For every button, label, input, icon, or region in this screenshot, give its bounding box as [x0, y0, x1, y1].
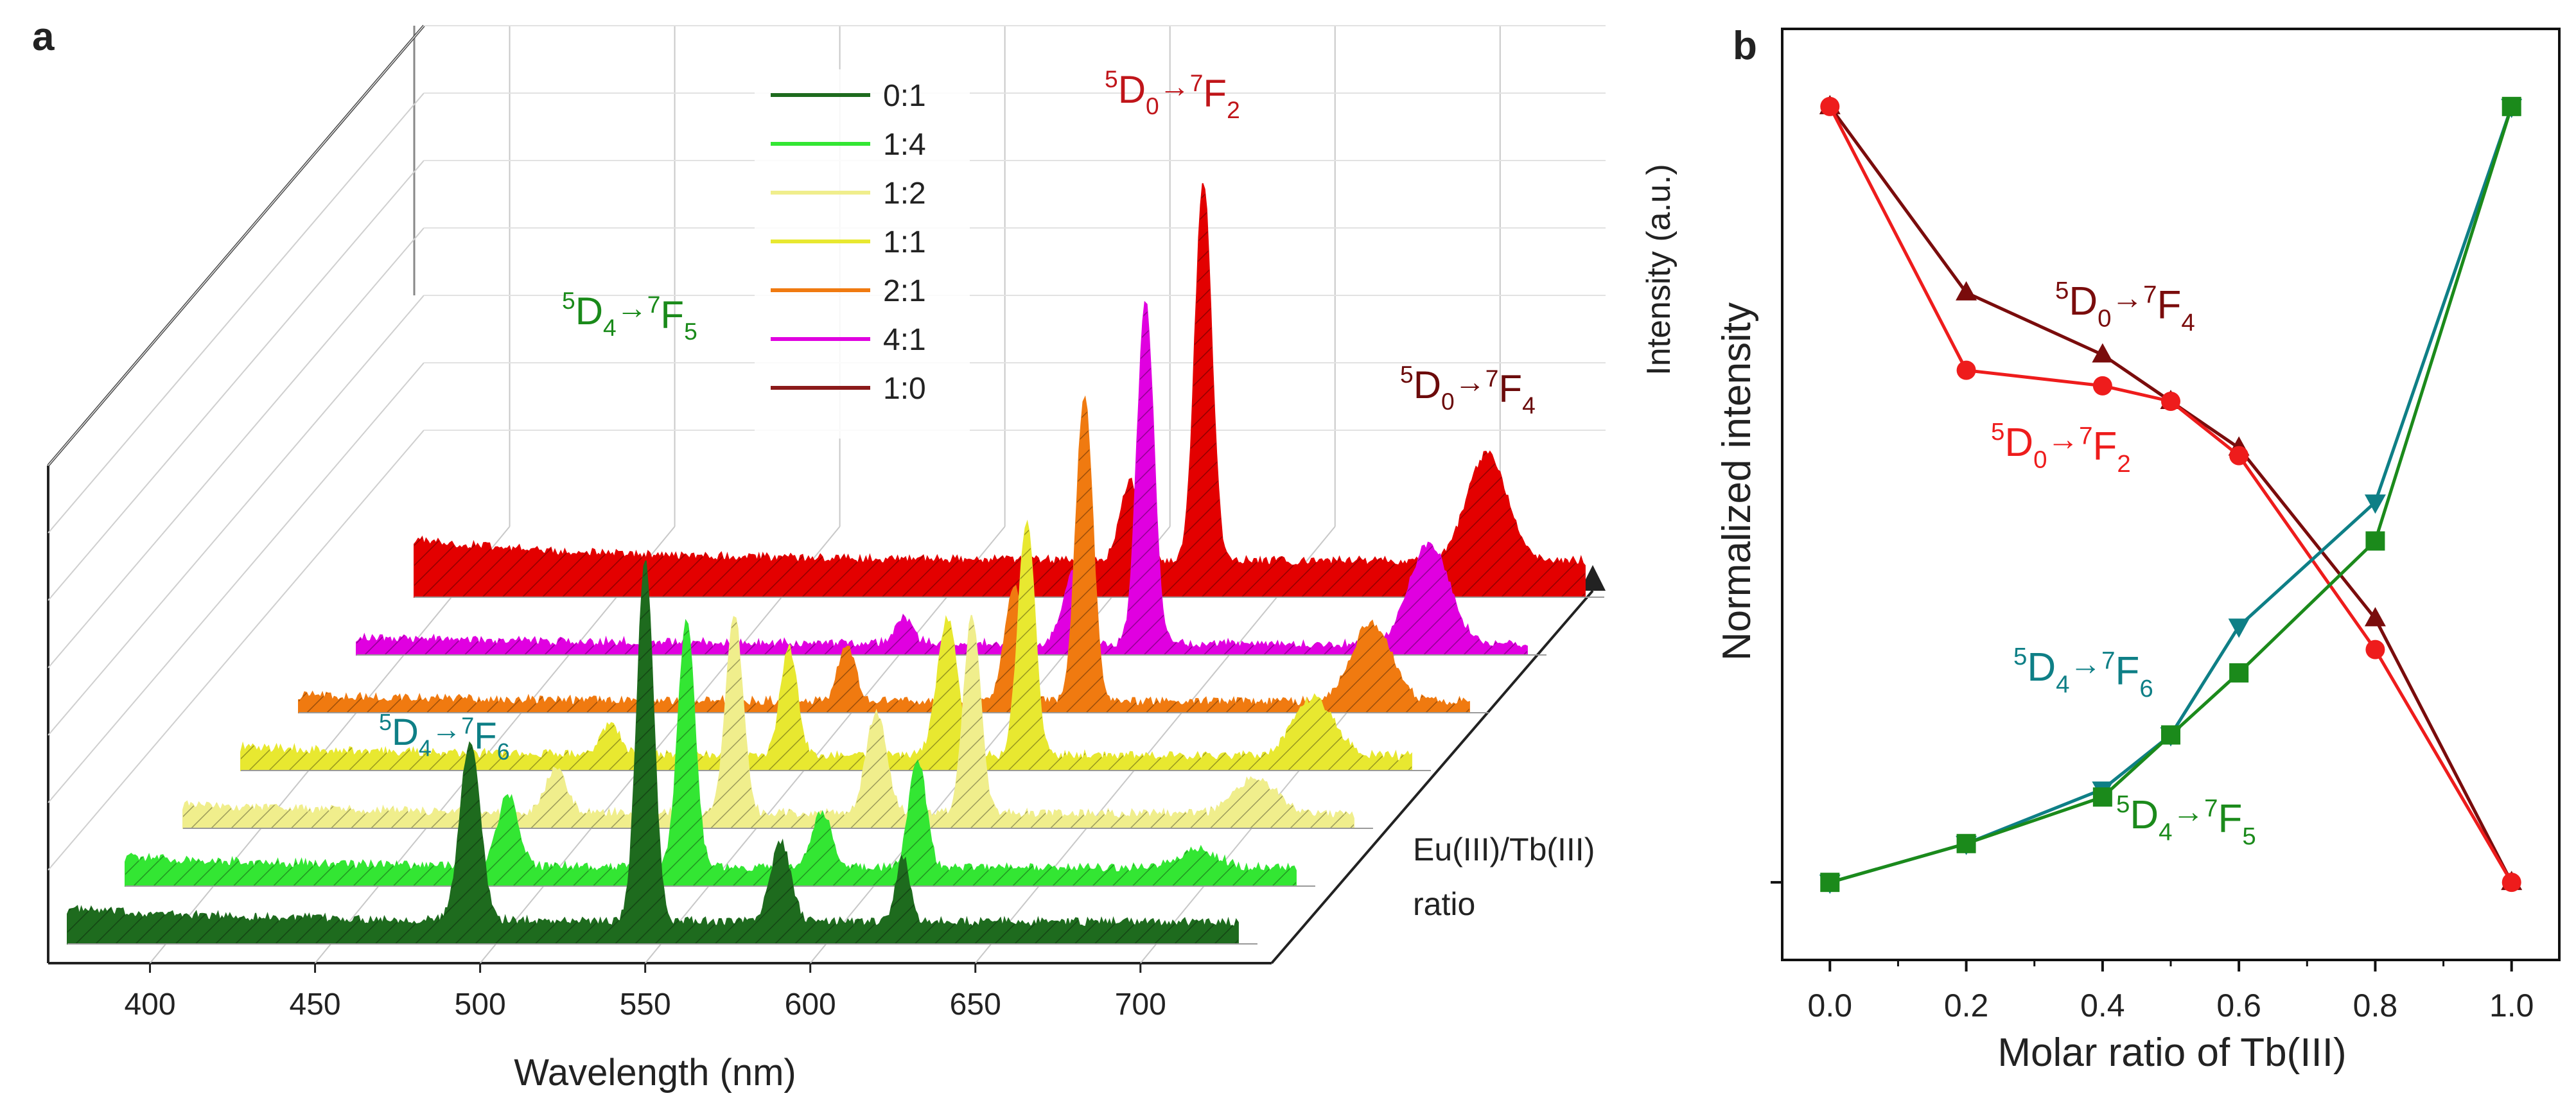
series-0-marker — [1956, 281, 1977, 301]
panel-a-spectra — [67, 183, 1604, 945]
x-tick-label: 550 — [620, 988, 671, 1022]
panel-a-label: a — [32, 15, 55, 59]
panel-a-annotations: 5D4→7F5 5D0→7F2 5D0→7F4 5D4→7F6 — [379, 65, 1536, 765]
x-tick-label: 0.6 — [2216, 988, 2261, 1024]
x-tick-label: 450 — [290, 988, 341, 1022]
panel-b-axes — [1771, 28, 2561, 961]
series-1-marker — [2229, 446, 2249, 466]
spectrum-hatch-1-0 — [414, 183, 1585, 597]
x-tick-label: 0.2 — [1944, 988, 1989, 1024]
series-0-line — [1828, 105, 2513, 884]
x-tick-label: 0.4 — [2080, 988, 2125, 1024]
annotation-5d0-7f4: 5D0→7F4 — [2055, 277, 2195, 336]
series-1-marker — [2092, 376, 2112, 396]
series-2-marker — [2160, 727, 2182, 747]
spectrum-hatch-1-1 — [241, 522, 1412, 771]
annotation-5d0-7f2: 5D0→7F2 — [1105, 65, 1240, 123]
legend-box — [755, 69, 970, 439]
x-tick-label: 1.0 — [2489, 988, 2534, 1024]
annotation-5d0-7f4: 5D0→7F4 — [1400, 361, 1536, 419]
panel-a-x-ticks: 400 450 500 550 600 650 700 — [124, 963, 1166, 1022]
plot-frame — [1781, 28, 2561, 961]
panel-a-z-axis-label-line1: Eu(III)/Tb(III) — [1413, 832, 1595, 867]
series-2-marker — [1956, 835, 1977, 855]
panel-b-label: b — [1733, 24, 1757, 68]
panel-b-series — [1819, 94, 2523, 894]
legend-label: 1:2 — [883, 177, 926, 211]
series-2-marker — [2501, 98, 2523, 118]
x-tick-label: 600 — [785, 988, 836, 1022]
panel-b-x-axis-label: Molar ratio of Tb(III) — [1997, 1031, 2346, 1075]
spectrum-1-0 — [414, 183, 1586, 598]
series-3-marker — [2092, 787, 2112, 807]
series-3-line — [1829, 106, 2514, 884]
annotation-5d0-7f2: 5D0→7F2 — [1991, 418, 2131, 478]
spectrum-hatch-1-4 — [125, 620, 1296, 886]
panel-b-x-ticks: 0.0 0.2 0.4 0.6 0.8 1.0 — [1808, 960, 2534, 1024]
panel-a-chart: a 400 450 500 550 600 650 700 Wavelength (nm) … — [32, 15, 1678, 1094]
legend-label: 4:1 — [883, 323, 926, 357]
spectrum-hatch-0-1 — [67, 561, 1238, 944]
annotation-5d4-7f5: 5D4→7F5 — [562, 287, 697, 345]
panel-b-y-axis-label: Normalized intensity — [1715, 302, 1759, 661]
spectrum-hatch-2-1 — [299, 397, 1469, 713]
panel-a-x-axis-label: Wavelength (nm) — [514, 1052, 796, 1094]
series-2-line — [1829, 105, 2514, 884]
panel-b-annotations: 5D0→7F4 5D0→7F2 5D4→7F6 5D4→7F5 — [1991, 277, 2256, 850]
annotation-5d4-7f6: 5D4→7F6 — [2013, 643, 2153, 702]
series-3-marker — [2365, 531, 2385, 551]
series-3-marker — [1956, 833, 1976, 853]
panel-a-y-axis-label: Intensity (a.u.) — [1640, 164, 1678, 375]
series-3-marker — [2502, 96, 2521, 116]
x-tick-label: 700 — [1115, 988, 1166, 1022]
series-3-marker — [2229, 663, 2249, 683]
annotation-5d4-7f6: 5D4→7F6 — [379, 709, 510, 765]
series-0-marker — [2160, 390, 2182, 409]
legend-label: 1:4 — [883, 128, 926, 162]
x-tick-label: 650 — [950, 988, 1001, 1022]
series-0-marker — [2364, 607, 2386, 627]
series-0-marker — [2228, 436, 2250, 456]
series-2-marker — [1819, 875, 1841, 894]
x-tick-label: 0.0 — [1808, 988, 1853, 1024]
series-1-marker — [2161, 392, 2180, 411]
series-3-marker — [1820, 873, 1840, 893]
series-3-marker — [2161, 725, 2180, 745]
x-tick-label: 0.8 — [2353, 988, 2398, 1024]
series-1-marker — [2365, 640, 2385, 659]
annotation-5d4-7f5: 5D4→7F5 — [2116, 790, 2256, 850]
series-2-marker — [2228, 618, 2250, 638]
series-1-marker — [2502, 873, 2521, 893]
series-1-line — [1828, 105, 2513, 884]
series-2-marker — [2092, 781, 2114, 801]
x-tick-label: 400 — [124, 988, 175, 1022]
series-0-marker — [2501, 871, 2523, 891]
x-tick-label: 500 — [455, 988, 506, 1022]
spectrum-hatch-4-1 — [356, 302, 1527, 655]
legend-label: 1:0 — [883, 372, 926, 406]
series-0-marker — [1819, 94, 1841, 114]
panel-a-z-axis-label-line2: ratio — [1413, 886, 1475, 922]
legend-label: 1:1 — [883, 225, 926, 259]
panel-a-legend: 0:1 1:4 1:2 1:1 2:1 4:1 1:0 — [755, 69, 970, 439]
series-0-marker — [2092, 343, 2114, 363]
legend-label: 2:1 — [883, 274, 926, 308]
series-1-marker — [1956, 360, 1976, 380]
spectrum-hatch-1-2 — [183, 615, 1354, 828]
series-2-marker — [2364, 494, 2386, 514]
legend-label: 0:1 — [883, 79, 926, 113]
series-1-marker — [1820, 96, 1840, 116]
